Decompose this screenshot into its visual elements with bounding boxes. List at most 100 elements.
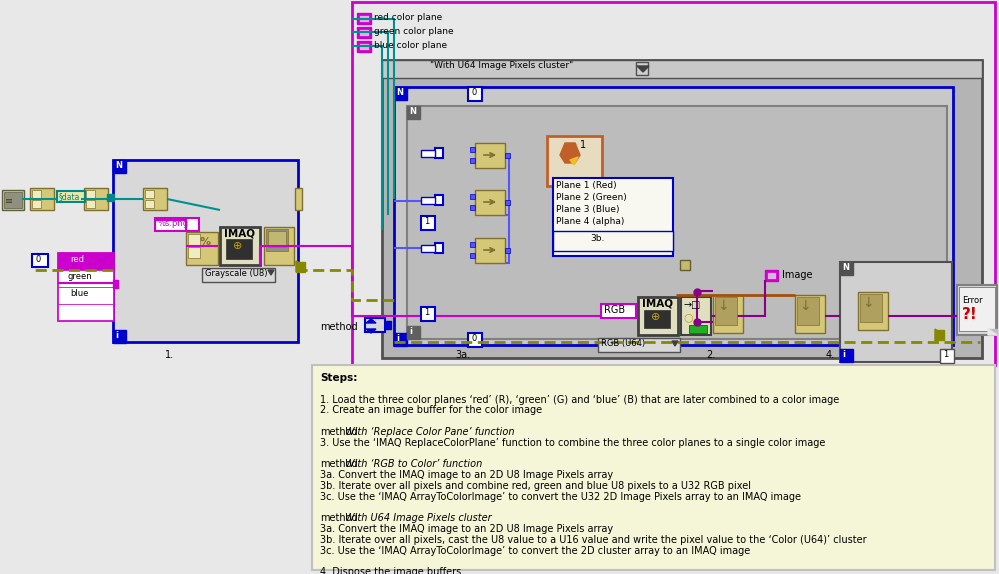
Text: 3b. Iterate over all pixels and combine red, green and blue U8 pixels to a U32 R: 3b. Iterate over all pixels and combine … xyxy=(320,481,751,491)
Bar xyxy=(266,229,288,251)
Bar xyxy=(295,188,302,210)
Bar xyxy=(32,190,41,198)
Text: Steps:: Steps: xyxy=(320,373,358,383)
Bar xyxy=(186,232,218,265)
Text: IMAQ: IMAQ xyxy=(224,229,255,239)
Bar xyxy=(58,253,113,320)
Bar xyxy=(421,197,435,204)
Bar xyxy=(143,188,167,210)
Bar xyxy=(58,270,113,287)
Bar xyxy=(58,304,113,320)
Bar xyxy=(959,287,995,331)
Polygon shape xyxy=(570,157,578,165)
Bar xyxy=(264,227,294,265)
Bar xyxy=(689,325,707,333)
Bar xyxy=(421,307,435,321)
Text: 1: 1 xyxy=(580,140,586,150)
Bar xyxy=(858,292,888,330)
Text: i: i xyxy=(409,327,412,336)
Bar xyxy=(840,262,853,275)
Bar xyxy=(565,143,575,153)
Polygon shape xyxy=(988,329,997,335)
Bar xyxy=(940,349,954,363)
Text: "With U64 Image Pixels cluster": "With U64 Image Pixels cluster" xyxy=(430,61,573,70)
Bar xyxy=(352,2,995,365)
Bar xyxy=(470,158,475,163)
Bar xyxy=(935,330,944,340)
Bar xyxy=(407,106,420,119)
Bar xyxy=(475,190,505,215)
Text: blue color plane: blue color plane xyxy=(374,41,448,50)
Text: method: method xyxy=(320,427,358,437)
Bar xyxy=(468,333,482,347)
Bar xyxy=(421,245,435,252)
Bar xyxy=(357,13,371,24)
Text: 2.: 2. xyxy=(706,350,715,360)
Text: N: N xyxy=(115,161,122,170)
Bar xyxy=(681,297,711,335)
Text: 4. Dispose the image buffers: 4. Dispose the image buffers xyxy=(320,568,462,574)
Bar xyxy=(394,87,407,100)
Bar xyxy=(30,188,54,210)
Bar xyxy=(359,15,369,22)
Text: ?!: ?! xyxy=(962,307,978,322)
Text: Image: Image xyxy=(782,270,812,280)
Text: i: i xyxy=(396,334,399,343)
Text: 1: 1 xyxy=(943,350,948,359)
Bar xyxy=(2,190,24,210)
Text: Plane 1 (Red): Plane 1 (Red) xyxy=(556,181,616,190)
Bar xyxy=(226,239,252,259)
Text: §data: §data xyxy=(59,192,80,201)
Text: 1: 1 xyxy=(424,217,430,226)
Bar xyxy=(296,262,305,272)
Bar xyxy=(84,188,108,210)
Bar xyxy=(421,216,435,230)
Bar xyxy=(113,280,118,288)
Polygon shape xyxy=(296,261,305,272)
Bar xyxy=(145,200,154,208)
Bar xyxy=(795,295,825,333)
Bar xyxy=(113,330,126,343)
Text: 0: 0 xyxy=(471,334,477,343)
Bar xyxy=(4,192,22,208)
Bar xyxy=(57,191,85,202)
Bar xyxy=(644,310,670,328)
Bar xyxy=(268,231,286,247)
Bar xyxy=(475,238,505,263)
Bar xyxy=(382,60,982,78)
Text: Plane 4 (alpha): Plane 4 (alpha) xyxy=(556,217,624,226)
Text: red: red xyxy=(70,255,84,264)
Bar xyxy=(155,218,199,231)
Bar xyxy=(840,349,853,362)
Text: N: N xyxy=(842,263,849,272)
Bar xyxy=(407,326,420,339)
Bar xyxy=(188,234,200,245)
Bar xyxy=(680,260,690,270)
Bar xyxy=(382,60,982,358)
Bar xyxy=(86,190,95,198)
Text: IMAQ: IMAQ xyxy=(642,299,673,309)
Bar xyxy=(357,27,371,38)
Text: N: N xyxy=(396,88,403,97)
Bar xyxy=(359,43,369,50)
Bar xyxy=(598,338,680,352)
Text: With ‘Replace Color Pane’ function: With ‘Replace Color Pane’ function xyxy=(345,427,514,437)
Text: 3a. Convert the IMAQ image to an 2D U8 Image Pixels array: 3a. Convert the IMAQ image to an 2D U8 I… xyxy=(320,524,613,534)
Polygon shape xyxy=(366,329,376,333)
Bar xyxy=(421,150,435,157)
Bar xyxy=(407,106,947,339)
Bar xyxy=(359,29,369,36)
Bar xyxy=(470,253,475,258)
Polygon shape xyxy=(672,341,678,346)
Bar xyxy=(860,294,882,322)
Text: 1.: 1. xyxy=(165,350,174,360)
Text: i: i xyxy=(115,331,118,340)
Text: 3b.: 3b. xyxy=(590,234,604,243)
Text: Plane 3 (Blue): Plane 3 (Blue) xyxy=(556,205,619,214)
Bar xyxy=(470,205,475,210)
Bar xyxy=(394,333,407,346)
Text: 0: 0 xyxy=(36,255,41,264)
Bar xyxy=(32,200,41,208)
Polygon shape xyxy=(637,66,649,72)
Text: ≡: ≡ xyxy=(5,196,13,206)
